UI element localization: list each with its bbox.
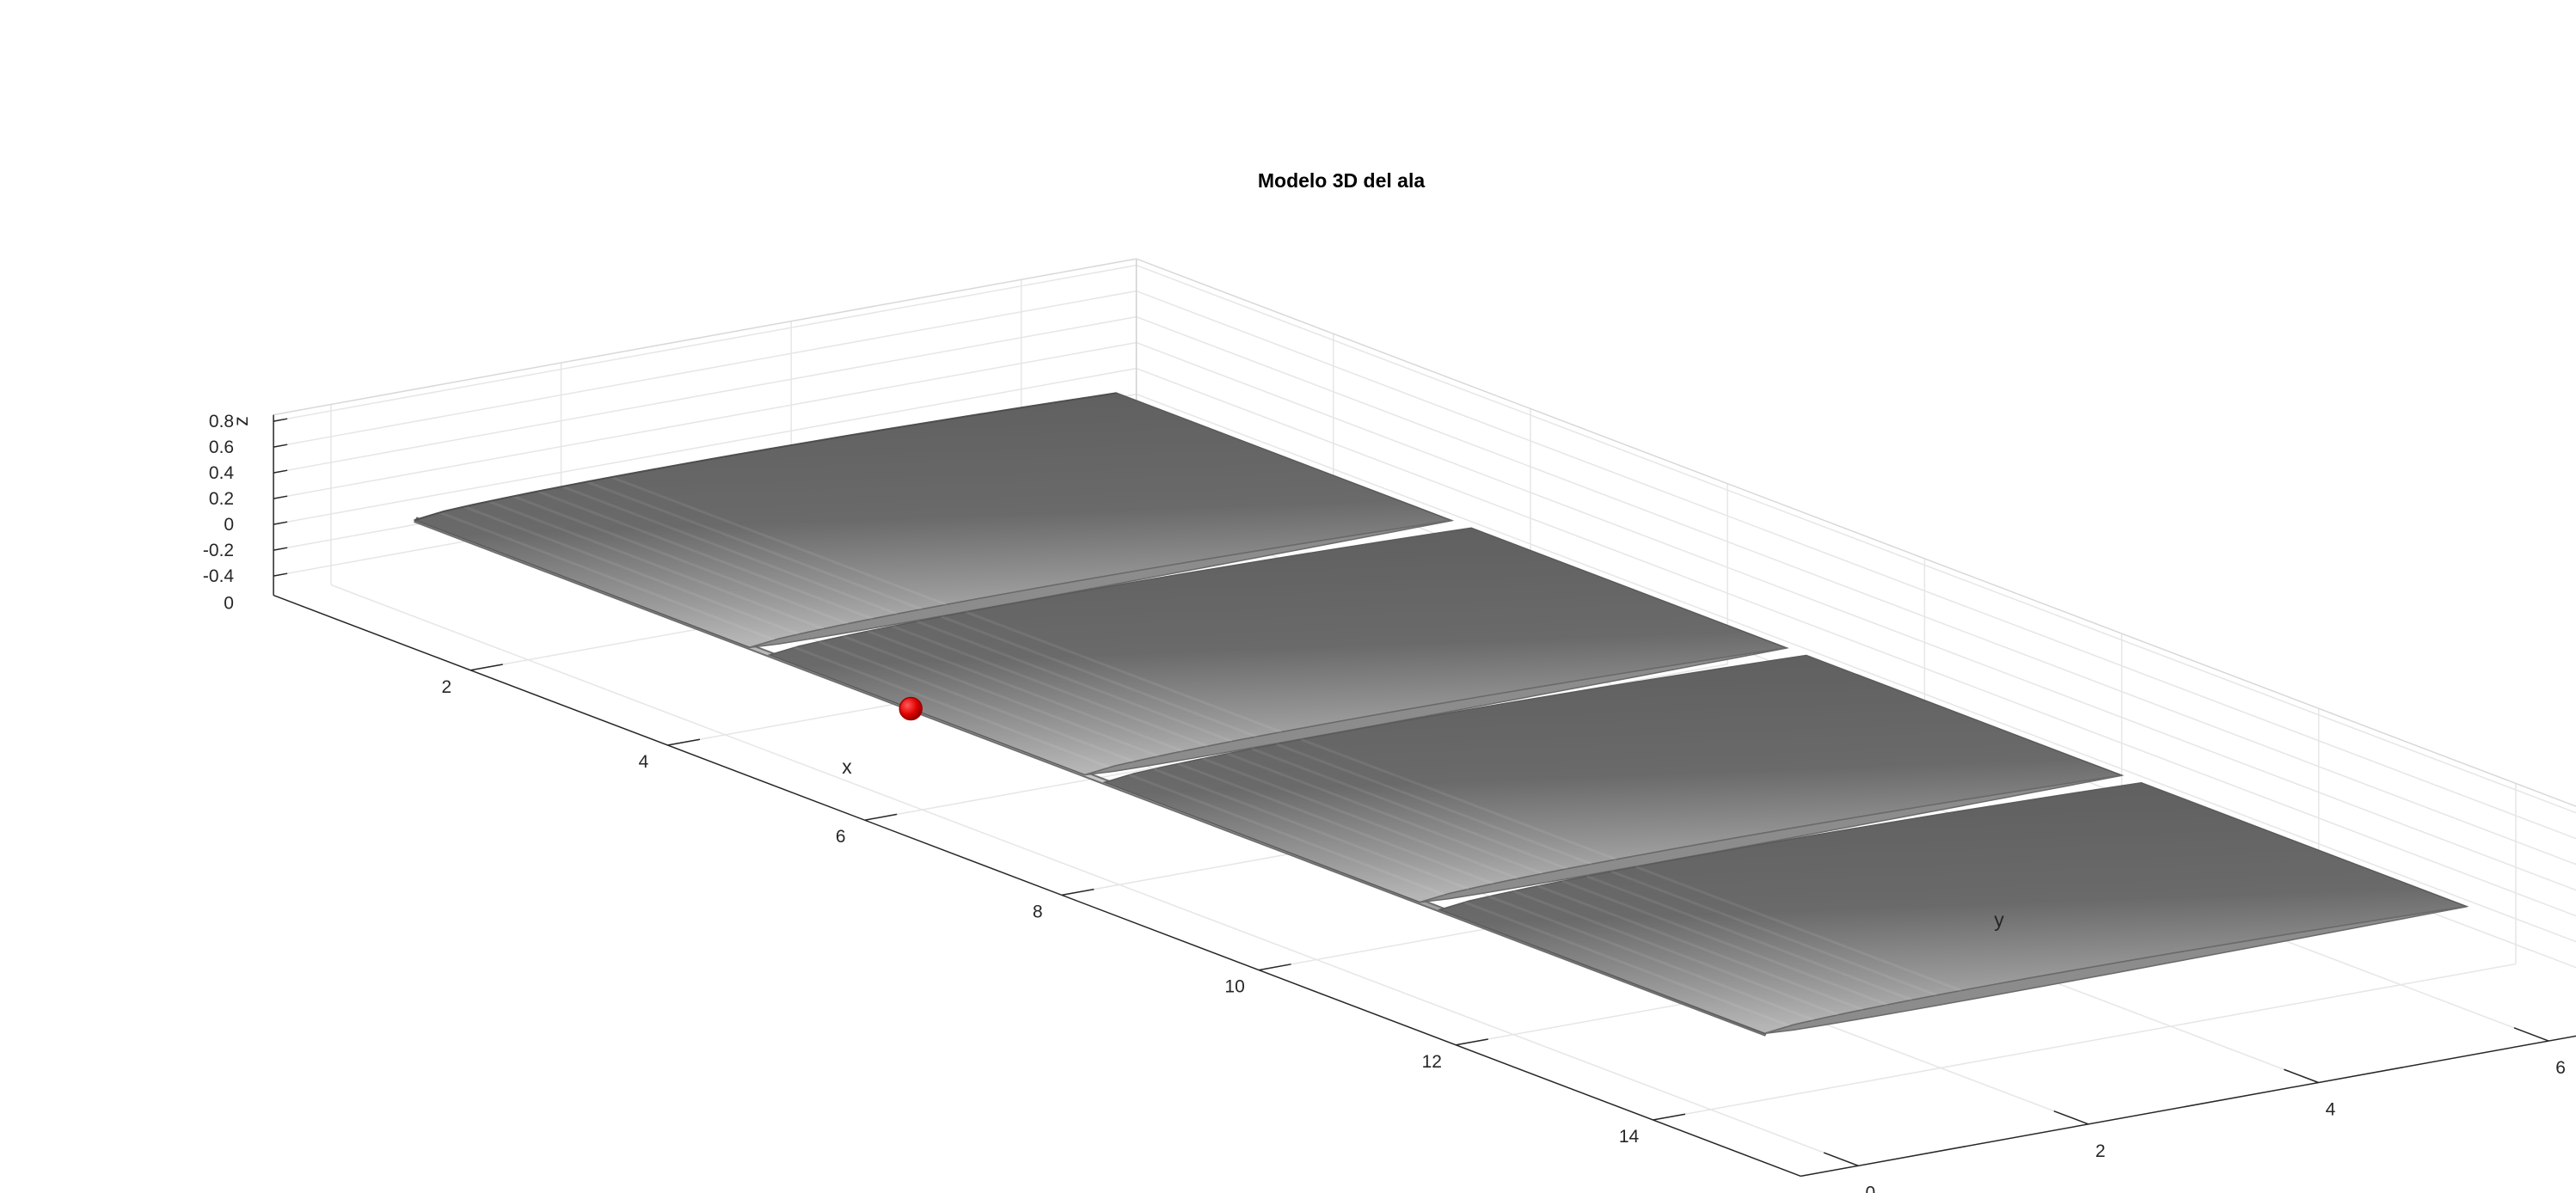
shading-streak: [561, 485, 899, 615]
grid-line: [1136, 290, 2576, 840]
grid-line: [1136, 264, 2576, 814]
back-edge: [1136, 258, 2576, 807]
x-axis-line: [273, 594, 1801, 1178]
z-tick: [273, 469, 288, 474]
shading-streak: [1153, 768, 1470, 890]
shading-streak: [610, 475, 948, 606]
red-marker-point: [899, 696, 923, 721]
shading-streak: [1177, 762, 1494, 885]
tick-labels: 2 4 6 8 10 12 14 0 0 2 4 6 -0.4 -0.2 0 0.2 0.4 0.6 0.8: [203, 412, 2566, 1193]
shading-streak: [439, 511, 776, 641]
grid-line: [273, 264, 1137, 422]
y-tick-label: 2: [2095, 1141, 2106, 1161]
shading-streak: [1561, 879, 1888, 1006]
shading-streak: [1226, 752, 1543, 875]
x-tick: [1653, 1113, 1686, 1121]
shading-streak: [488, 499, 825, 630]
y-tick: [1823, 1152, 1859, 1167]
shading-streak: [1512, 890, 1839, 1017]
x-tick-label: 2: [441, 677, 451, 697]
z-tick-label: 0.6: [209, 437, 234, 457]
y-tick: [2513, 1027, 2549, 1042]
z-tick: [273, 418, 288, 422]
z-tick-label: -0.4: [203, 566, 235, 586]
x-tick-label: 6: [836, 827, 846, 847]
shading-streak: [1251, 747, 1568, 871]
z-tick: [273, 444, 288, 448]
shading-streak: [818, 640, 1135, 763]
shading-streak: [512, 494, 849, 626]
shading-streak: [1586, 875, 1913, 1001]
grid-line: [1653, 963, 2517, 1121]
shading-streak: [1537, 884, 1864, 1012]
shading-streak: [867, 629, 1184, 753]
shading-streak: [1463, 901, 1790, 1027]
x-axis-label: x: [842, 756, 852, 778]
y-tick-label: 4: [2326, 1100, 2336, 1120]
x-tick: [667, 738, 701, 746]
x-tick: [1456, 1038, 1488, 1046]
y-axis-line: [1800, 1035, 2576, 1178]
x-tick-label: 0: [224, 594, 234, 614]
shading-streak: [941, 615, 1258, 738]
x-tick: [1258, 964, 1291, 971]
x-tick-label: 10: [1224, 977, 1244, 997]
wing-surface: [413, 392, 2469, 1037]
z-tick: [273, 572, 288, 577]
shading-streak: [1635, 866, 1962, 992]
root-edge: [414, 392, 1117, 521]
x-tick-label: 12: [1422, 1052, 1442, 1072]
z-tick: [273, 495, 288, 499]
shading-streak: [1276, 743, 1592, 866]
shading-streak: [1300, 737, 1617, 861]
grid-line: [1136, 315, 2576, 866]
axes-box: [273, 414, 2576, 1178]
x-tick: [470, 664, 503, 671]
z-tick: [273, 547, 288, 551]
grid-line: [273, 315, 1137, 474]
shading-streak: [1128, 773, 1445, 896]
z-axis-label: z: [230, 416, 252, 426]
shading-streak: [916, 620, 1233, 743]
shading-streak: [892, 625, 1209, 748]
shading-streak: [586, 480, 923, 611]
grid-line: [1136, 393, 2576, 943]
shading-streak: [1487, 895, 1815, 1022]
section-end-face: [1764, 905, 2468, 1035]
grid-line: [273, 290, 1137, 448]
y-tick-label: 6: [2555, 1058, 2566, 1078]
y-tick: [2284, 1068, 2319, 1084]
z-tick-label: 0.8: [209, 412, 234, 431]
shading-streak: [463, 505, 800, 636]
z-tick-label: 0.4: [209, 463, 235, 483]
shading-streak: [1610, 870, 1937, 997]
y-tick: [2053, 1110, 2089, 1125]
grid-line: [330, 584, 1859, 1167]
chart-title: Modelo 3D del ala: [1258, 169, 1425, 192]
y-axis-label: y: [1994, 909, 2004, 931]
grid-line: [1136, 367, 2576, 917]
z-tick-label: 0.2: [209, 489, 234, 509]
shading-streak: [537, 490, 874, 621]
grid-line: [273, 367, 1137, 525]
z-tick-label: -0.2: [203, 541, 234, 560]
x-tick-label: 4: [639, 752, 649, 772]
y-tick-label: 0: [1865, 1183, 1875, 1193]
back-edge: [273, 258, 1137, 416]
grid-line: [273, 341, 1137, 499]
x-tick-label: 8: [1033, 902, 1043, 921]
shading-streak: [1202, 757, 1519, 880]
x-tick: [864, 813, 898, 821]
origin-marker: [899, 696, 923, 721]
shading-streak: [794, 645, 1110, 769]
x-tick: [1061, 888, 1095, 896]
grid-line: [1136, 341, 2576, 891]
z-tick: [273, 521, 288, 525]
x-tick-label: 14: [1619, 1127, 1640, 1147]
shading-streak: [965, 610, 1282, 734]
shading-streak: [843, 634, 1159, 758]
z-tick-label: 0: [224, 515, 234, 535]
